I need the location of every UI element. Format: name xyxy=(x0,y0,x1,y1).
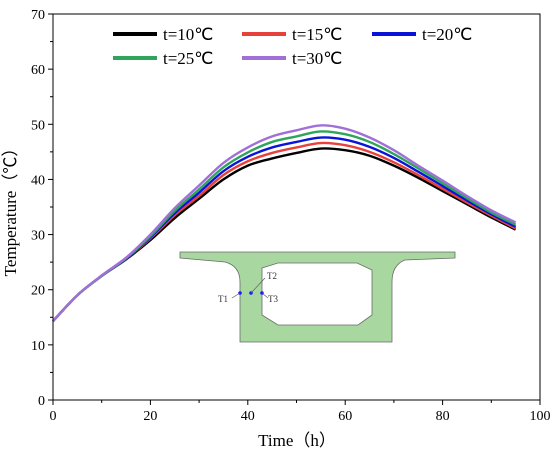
legend-label-3: t=20℃ xyxy=(422,25,472,44)
axes-layer: 0 20 40 60 80 100 0 10 20 30 40 50 60 70 xyxy=(31,8,550,424)
inset-label-t1: T1 xyxy=(218,294,228,304)
y-tick-label: 20 xyxy=(31,284,45,299)
box-girder-section xyxy=(179,251,456,343)
legend-label-5: t=30℃ xyxy=(292,49,342,68)
x-tick-label: 20 xyxy=(143,409,157,424)
x-tick-label: 60 xyxy=(338,409,352,424)
y-tick-label: 50 xyxy=(31,118,45,133)
leader-line-t3 xyxy=(261,292,269,299)
x-tick-label: 80 xyxy=(436,409,450,424)
series-line-4 xyxy=(52,130,517,322)
y-tick-label: 10 xyxy=(31,339,45,354)
series-line-3 xyxy=(52,136,517,322)
x-tick-label: 0 xyxy=(50,409,57,424)
y-tick-label: 70 xyxy=(31,8,45,23)
x-axis-title: Time（h） xyxy=(258,431,336,450)
legend-label-4: t=25℃ xyxy=(163,49,213,68)
x-tick-label: 100 xyxy=(530,409,550,424)
y-tick-label: 60 xyxy=(31,63,45,78)
box-girder-inset: T1 T2 T3 xyxy=(179,251,456,343)
inset-label-t3: T3 xyxy=(268,294,278,304)
y-axis-title: Temperature（℃） xyxy=(1,140,20,277)
y-tick-label: 0 xyxy=(38,394,45,409)
leader-line-t2 xyxy=(250,277,266,294)
series-layer xyxy=(52,124,517,322)
legend: t=10℃ t=15℃ t=20℃ t=25℃ t=30℃ xyxy=(113,25,472,68)
y-tick-label: 30 xyxy=(31,229,45,244)
leader-line-t1 xyxy=(231,292,241,299)
inset-label-t2: T2 xyxy=(267,271,277,281)
y-tick-label: 40 xyxy=(31,173,45,188)
legend-label-2: t=15℃ xyxy=(292,25,342,44)
legend-label-1: t=10℃ xyxy=(163,25,213,44)
series-line-2 xyxy=(52,141,517,322)
x-tick-label: 40 xyxy=(241,409,255,424)
series-line-1 xyxy=(52,147,517,322)
series-line-5 xyxy=(52,124,517,322)
